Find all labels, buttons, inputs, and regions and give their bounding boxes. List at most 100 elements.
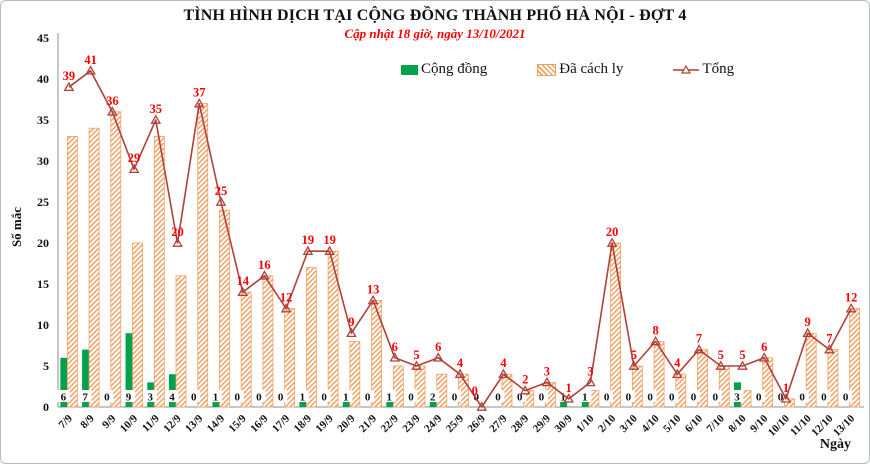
total-marker bbox=[476, 401, 488, 411]
svg-text:25: 25 bbox=[215, 184, 228, 198]
bar-da-cach-ly bbox=[219, 209, 230, 408]
chart-title: TÌNH HÌNH DỊCH TẠI CỘNG ĐỒNG THÀNH PHỐ H… bbox=[183, 7, 687, 24]
bar-da-cach-ly bbox=[631, 365, 643, 408]
svg-text:4: 4 bbox=[500, 356, 507, 370]
green-value-labels: 6 7 0 9 3 4 0 1 0 0 0 1 0 1 0 1 0 2 0 0 0 0 0 1 1 0 0 0 0 0 0 3 0 0 0 0 0 bbox=[56, 390, 853, 404]
total-marker bbox=[172, 237, 183, 247]
total-marker bbox=[737, 360, 748, 370]
total-marker bbox=[585, 376, 596, 387]
total-marker bbox=[150, 114, 162, 124]
svg-text:20: 20 bbox=[606, 225, 619, 239]
svg-text:29/9: 29/9 bbox=[531, 412, 554, 435]
svg-text:0: 0 bbox=[191, 392, 197, 404]
svg-text:0: 0 bbox=[234, 392, 240, 404]
svg-text:4: 4 bbox=[674, 356, 681, 370]
total-marker bbox=[671, 368, 683, 379]
bar-da-cach-ly bbox=[371, 299, 382, 408]
total-marker bbox=[628, 360, 640, 370]
bar-cong-dong bbox=[560, 398, 568, 407]
svg-text:0: 0 bbox=[799, 392, 805, 404]
bar-da-cach-ly bbox=[610, 242, 622, 408]
svg-text:41: 41 bbox=[84, 53, 97, 67]
bar-cong-dong bbox=[212, 398, 220, 407]
total-markers-layer bbox=[63, 65, 857, 411]
bar-da-cach-ly bbox=[240, 291, 252, 408]
svg-text:0: 0 bbox=[43, 400, 49, 414]
total-marker bbox=[802, 327, 813, 338]
svg-text:16/9: 16/9 bbox=[248, 412, 271, 435]
svg-text:22/9: 22/9 bbox=[379, 412, 402, 435]
svg-text:19/9: 19/9 bbox=[313, 412, 336, 435]
bar-da-cach-ly bbox=[349, 340, 361, 408]
bar-cong-dong bbox=[386, 398, 394, 407]
total-marker bbox=[541, 376, 553, 387]
bar-cong-dong bbox=[342, 398, 350, 407]
svg-text:6: 6 bbox=[761, 340, 767, 354]
green-bar-swatch-icon bbox=[401, 64, 418, 75]
svg-text:13: 13 bbox=[367, 282, 380, 296]
svg-text:36: 36 bbox=[106, 94, 119, 108]
svg-text:19: 19 bbox=[302, 233, 315, 247]
total-marker bbox=[367, 294, 379, 305]
total-marker bbox=[454, 368, 466, 379]
legend-label-tong: Tổng bbox=[702, 61, 735, 77]
svg-text:3: 3 bbox=[544, 364, 550, 378]
svg-text:3: 3 bbox=[148, 392, 154, 404]
svg-text:25/9: 25/9 bbox=[444, 412, 467, 435]
svg-text:20: 20 bbox=[171, 225, 184, 239]
svg-text:24/9: 24/9 bbox=[422, 412, 445, 435]
svg-text:1: 1 bbox=[300, 392, 306, 404]
bar-da-cach-ly bbox=[805, 332, 817, 408]
svg-text:7/9: 7/9 bbox=[57, 412, 76, 431]
svg-text:2/10: 2/10 bbox=[596, 412, 619, 435]
svg-text:37: 37 bbox=[193, 86, 206, 100]
total-marker bbox=[280, 303, 292, 313]
svg-text:6: 6 bbox=[392, 340, 398, 354]
svg-text:1: 1 bbox=[560, 392, 566, 404]
svg-text:0: 0 bbox=[626, 392, 632, 404]
svg-text:0: 0 bbox=[365, 392, 371, 404]
svg-text:7: 7 bbox=[826, 332, 832, 346]
svg-text:20/9: 20/9 bbox=[335, 412, 358, 435]
svg-text:1: 1 bbox=[387, 392, 393, 404]
svg-text:39: 39 bbox=[63, 69, 76, 83]
svg-text:17/9: 17/9 bbox=[270, 412, 293, 435]
svg-text:3: 3 bbox=[734, 392, 740, 404]
svg-text:6/10: 6/10 bbox=[683, 412, 706, 435]
legend-item-tong: Tổng bbox=[673, 61, 734, 78]
svg-text:10/10: 10/10 bbox=[766, 412, 793, 439]
svg-text:0: 0 bbox=[278, 392, 284, 404]
svg-text:0: 0 bbox=[539, 392, 545, 404]
legend-item-da-cach-ly: Đã cách ly bbox=[537, 61, 623, 78]
svg-text:0: 0 bbox=[669, 392, 675, 404]
total-marker bbox=[324, 245, 335, 256]
total-marker bbox=[346, 327, 357, 338]
svg-text:0: 0 bbox=[473, 392, 479, 404]
svg-text:18/9: 18/9 bbox=[292, 412, 315, 435]
svg-text:3/10: 3/10 bbox=[618, 412, 641, 435]
svg-text:30/9: 30/9 bbox=[552, 412, 575, 435]
orange-bars-layer bbox=[66, 103, 861, 408]
svg-text:25: 25 bbox=[37, 195, 49, 209]
total-marker bbox=[85, 65, 96, 75]
svg-text:35: 35 bbox=[150, 102, 163, 116]
svg-text:40: 40 bbox=[37, 72, 49, 86]
svg-text:5: 5 bbox=[739, 348, 745, 362]
total-marker bbox=[259, 270, 270, 280]
bar-cong-dong bbox=[60, 357, 68, 407]
svg-text:1: 1 bbox=[783, 381, 789, 395]
legend-label-da-cach-ly: Đã cách ly bbox=[559, 61, 624, 77]
svg-text:12: 12 bbox=[280, 291, 293, 305]
svg-text:7: 7 bbox=[696, 332, 702, 346]
svg-text:0: 0 bbox=[647, 392, 653, 404]
svg-text:1: 1 bbox=[566, 381, 572, 395]
svg-text:8/9: 8/9 bbox=[78, 412, 97, 431]
svg-text:9: 9 bbox=[348, 315, 354, 329]
chart-subtitle: Cập nhật 18 giờ, ngày 13/10/2021 bbox=[344, 26, 526, 41]
svg-text:7: 7 bbox=[82, 392, 88, 404]
svg-text:4: 4 bbox=[169, 392, 175, 404]
svg-text:6: 6 bbox=[435, 340, 441, 354]
bar-da-cach-ly bbox=[197, 103, 209, 408]
legend-label-cong-dong: Cộng đồng bbox=[421, 61, 488, 77]
